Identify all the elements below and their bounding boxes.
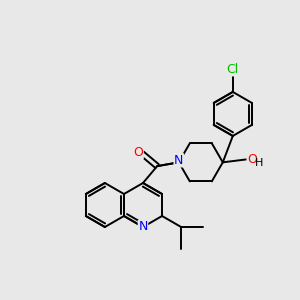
Text: O: O <box>247 153 257 166</box>
Text: N: N <box>174 154 184 167</box>
Text: Cl: Cl <box>227 63 239 76</box>
Text: N: N <box>138 220 148 233</box>
Text: O: O <box>134 146 143 158</box>
Text: H: H <box>255 158 263 168</box>
